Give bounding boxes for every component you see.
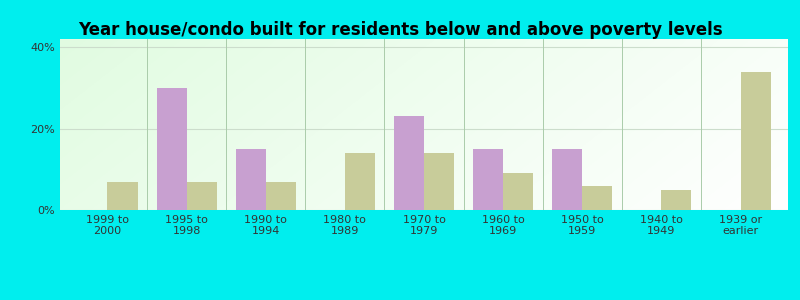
Text: Year house/condo built for residents below and above poverty levels: Year house/condo built for residents bel…: [78, 21, 722, 39]
Bar: [662, 190, 691, 210]
Bar: [473, 149, 503, 210]
Bar: [394, 116, 424, 210]
Bar: [741, 72, 770, 210]
Bar: [424, 153, 454, 210]
Bar: [503, 173, 534, 210]
Bar: [236, 149, 266, 210]
Bar: [345, 153, 375, 210]
Bar: [266, 182, 296, 210]
Legend: Owners below poverty level, Owners above poverty level: Owners below poverty level, Owners above…: [205, 297, 643, 300]
Bar: [186, 182, 217, 210]
Bar: [157, 88, 186, 210]
Bar: [552, 149, 582, 210]
Bar: [107, 182, 138, 210]
Bar: [582, 186, 612, 210]
